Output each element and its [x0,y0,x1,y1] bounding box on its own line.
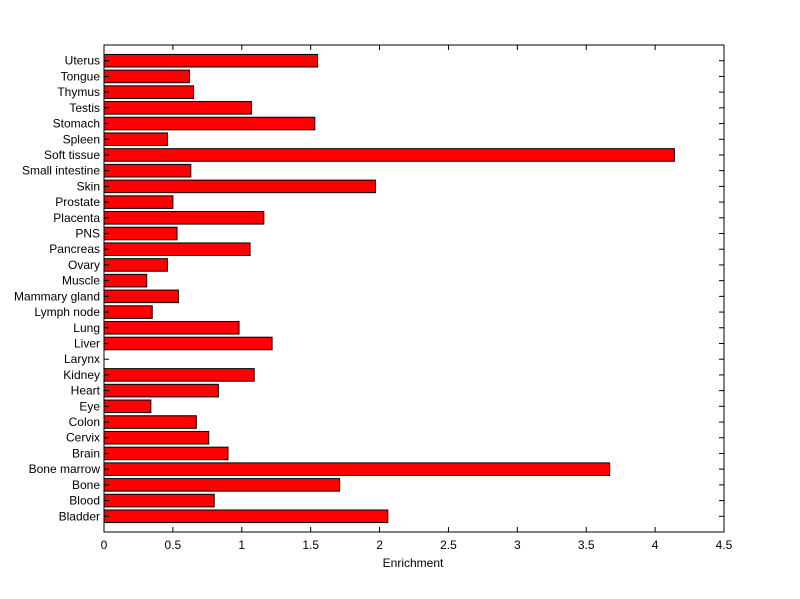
x-tick-label: 3 [514,538,521,552]
bar [103,258,168,272]
bar [103,336,273,351]
bar [103,69,190,84]
bar [103,101,252,115]
y-tick-label: Kidney [63,368,100,382]
y-tick-label: Blood [69,494,100,508]
bars-group [103,53,675,524]
bar [103,179,376,194]
y-tick-label: Colon [69,415,100,429]
y-tick-label: Spleen [63,132,100,146]
bar [103,289,179,304]
y-tick-label: Bone [72,478,100,492]
y-tick-label: Prostate [55,195,100,209]
bar [103,430,210,445]
y-tick-label: Testis [69,101,100,115]
y-tick-label: Cervix [66,431,100,445]
y-tick-label: Tongue [61,69,101,83]
y-tick-label: Soft tissue [44,148,100,162]
bar [103,305,153,319]
bar [103,85,195,99]
y-tick-label: Larynx [64,352,100,366]
bar [103,446,229,461]
x-axis-label: Enrichment [383,556,444,570]
bar [103,195,174,209]
bar [103,163,192,178]
bar [103,368,255,382]
bar [103,415,197,429]
bar [103,226,178,241]
bar [103,211,265,225]
y-tick-label: Ovary [68,258,100,272]
x-tick-label: 1.5 [302,538,319,552]
bar [103,242,251,257]
y-tick-label: Mammary gland [14,289,100,303]
y-tick-label: PNS [75,227,100,241]
bar [103,320,240,335]
y-tick-label: Bone marrow [29,462,101,476]
y-tick-label: Skin [77,179,100,193]
y-tick-label: Small intestine [22,164,100,178]
y-tick-label: Pancreas [49,242,100,256]
x-tick-label: 4 [652,538,659,552]
x-ticks-group: 0 0.5 1 1.5 2 2.5 3 3.5 4 4.5 [101,45,733,552]
y-tick-label: Brain [72,446,100,460]
y-tick-label: Placenta [53,211,100,225]
x-tick-label: 0.5 [165,538,182,552]
bar [103,509,389,524]
y-tick-label: Liver [74,336,100,350]
bar [103,273,148,288]
y-tick-label: Lung [73,321,100,335]
bar [103,478,341,492]
x-tick-label: 3.5 [578,538,595,552]
y-tick-label: Bladder [59,509,100,523]
y-tick-label: Lymph node [34,305,100,319]
bar [103,53,319,68]
y-tick-label: Heart [71,384,101,398]
y-tick-label: Uterus [65,54,100,68]
bar [103,132,168,147]
y-tick-label: Thymus [57,85,100,99]
x-tick-label: 2.5 [440,538,457,552]
x-tick-label: 0 [101,538,108,552]
bar [103,399,152,414]
y-tick-label: Stomach [53,117,100,131]
bar [103,148,675,162]
x-tick-label: 4.5 [716,538,733,552]
x-tick-label: 1 [238,538,245,552]
y-tick-label: Eye [79,399,100,413]
bar [103,383,219,398]
bar [103,462,611,476]
y-tick-label: Muscle [62,274,100,288]
bar [103,493,215,508]
bar [103,116,316,131]
x-tick-label: 2 [376,538,383,552]
